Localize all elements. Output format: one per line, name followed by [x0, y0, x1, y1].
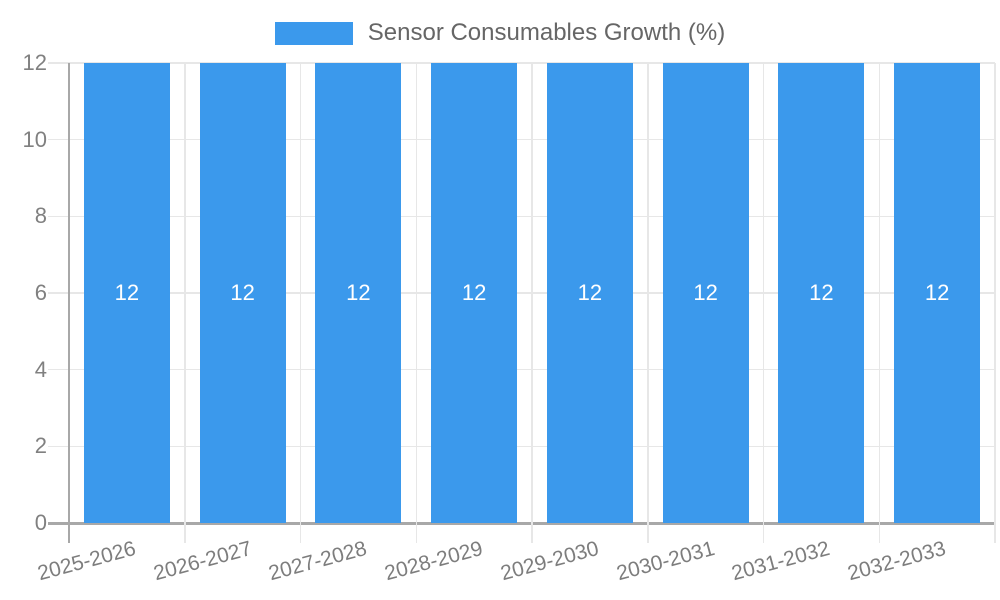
bar-value-label: 12 — [577, 280, 603, 305]
y-tick-label: 8 — [34, 203, 47, 229]
bar[interactable]: 12 — [662, 63, 749, 523]
bar-value-label: 12 — [924, 280, 950, 305]
gridline-vertical — [647, 63, 649, 543]
y-tick-label: 6 — [34, 280, 47, 305]
bar-value-label: 12 — [114, 280, 140, 305]
legend-label: Sensor Consumables Growth (%) — [367, 19, 726, 46]
bar-value-label: 12 — [346, 280, 371, 305]
gridline-horizontal — [48, 62, 995, 64]
bar-value-label: 12 — [230, 280, 255, 305]
chart-legend: Sensor Consumables Growth (%) — [0, 18, 1000, 48]
gridline-vertical — [184, 63, 186, 543]
bar[interactable]: 12 — [431, 63, 518, 523]
bar[interactable]: 12 — [315, 63, 402, 523]
y-tick-label: 12 — [22, 50, 47, 75]
gridline-vertical — [415, 63, 417, 543]
y-tick-label: 0 — [34, 510, 47, 535]
legend-item[interactable]: Sensor Consumables Growth (%) — [274, 19, 726, 47]
gridline-horizontal — [48, 215, 995, 218]
legend-swatch — [274, 21, 353, 45]
bar[interactable]: 12 — [778, 63, 865, 523]
bar[interactable]: 12 — [199, 63, 286, 523]
bar-value-label: 12 — [461, 280, 487, 305]
gridline-horizontal — [48, 368, 995, 371]
bar[interactable]: 12 — [894, 63, 981, 523]
gridline-horizontal — [48, 445, 995, 448]
gridline-vertical — [299, 63, 302, 543]
y-tick-label: 2 — [34, 433, 47, 459]
x-axis-line — [48, 522, 995, 525]
y-tick-label: 10 — [22, 126, 47, 152]
bar-value-label: 12 — [693, 280, 718, 305]
gridline-vertical — [994, 63, 996, 543]
gridline-vertical — [762, 63, 765, 543]
bar[interactable]: 12 — [83, 63, 170, 523]
y-tick-label: 4 — [34, 356, 47, 382]
gridline-horizontal — [48, 292, 995, 294]
gridline-vertical — [531, 63, 533, 543]
y-axis-line — [68, 63, 70, 543]
bar-value-label: 12 — [809, 280, 834, 305]
gridline-vertical — [878, 63, 880, 543]
bar[interactable]: 12 — [546, 63, 633, 523]
gridline-horizontal — [48, 138, 995, 141]
